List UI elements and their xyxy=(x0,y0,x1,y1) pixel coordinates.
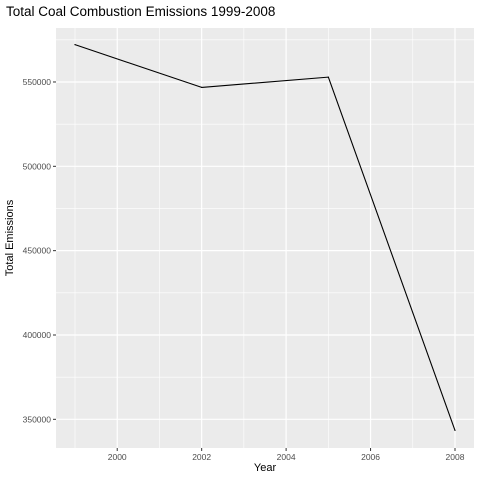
plot-panel xyxy=(56,28,474,448)
series-line xyxy=(74,44,456,431)
y-tick-label: 450000 xyxy=(23,246,52,256)
x-tick-label: 2004 xyxy=(277,452,296,462)
data-point xyxy=(454,429,456,432)
x-axis: 2000 2002 2004 2006 2008 xyxy=(108,448,465,462)
data-point xyxy=(327,76,329,78)
y-axis-title: Total Emissions xyxy=(4,199,16,276)
chart-title: Total Coal Combustion Emissions 1999-200… xyxy=(6,4,275,19)
y-tick-label: 400000 xyxy=(23,330,52,340)
y-tick-label: 550000 xyxy=(23,77,52,87)
x-tick-label: 2006 xyxy=(361,452,380,462)
major-gridlines xyxy=(56,28,474,448)
x-axis-title: Year xyxy=(254,462,277,474)
x-tick-label: 2008 xyxy=(446,452,465,462)
x-tick-label: 2000 xyxy=(108,452,127,462)
y-tick-label: 500000 xyxy=(23,161,52,171)
series-group xyxy=(74,44,456,432)
y-axis: 350000 400000 450000 500000 550000 xyxy=(23,77,56,424)
x-tick-label: 2002 xyxy=(192,452,211,462)
data-point xyxy=(74,44,76,46)
minor-gridlines xyxy=(56,28,474,448)
y-tick-label: 350000 xyxy=(23,414,52,424)
data-point xyxy=(201,86,203,88)
